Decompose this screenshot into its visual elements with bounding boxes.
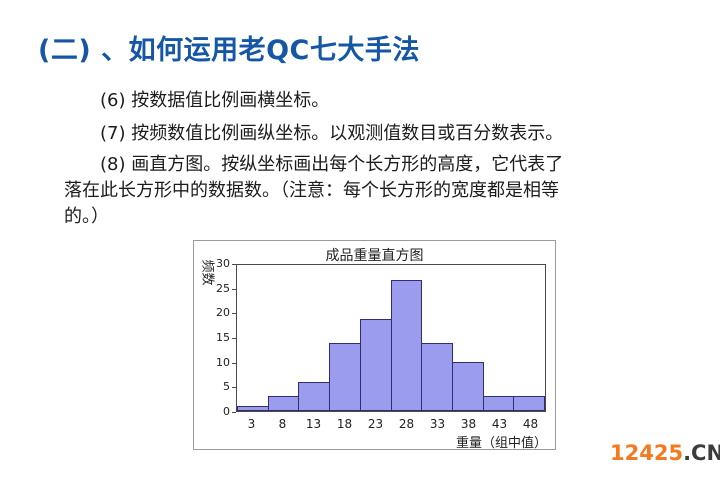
y-tick-label: 25 <box>194 282 236 295</box>
step-text-6: (6) 按数据值比例画横坐标。 <box>100 90 330 111</box>
x-tick-label: 18 <box>336 417 353 431</box>
y-tick-label: 5 <box>194 381 236 393</box>
y-tick-labels: 30 25 20 15 10 5 0 <box>194 258 236 418</box>
histogram-bar <box>298 381 331 411</box>
watermark-number: 12425 <box>610 441 684 465</box>
step-text-7: (7) 按频数值比例画纵坐标。以观测值数目或百分数表示。 <box>100 123 564 144</box>
histogram-bar <box>451 362 484 411</box>
y-tick-label: 10 <box>194 356 236 369</box>
x-tick-label: 13 <box>305 417 322 431</box>
x-tick-label: 8 <box>278 417 287 431</box>
y-tick-label: 0 <box>194 405 236 418</box>
x-tick-label: 23 <box>367 417 384 431</box>
y-tick-label: 15 <box>194 331 236 344</box>
histogram-bar <box>329 342 361 411</box>
x-tick-label: 48 <box>522 417 539 431</box>
x-axis-label: 重量（组中值） <box>455 436 547 451</box>
x-tick-labels: 3 8 13 18 23 28 33 38 43 48 <box>236 417 546 431</box>
x-tick-label: 33 <box>429 417 446 431</box>
histogram-bar <box>359 318 392 411</box>
y-tick-label: 30 <box>194 258 236 270</box>
chart-title: 成品重量直方图 <box>325 248 424 264</box>
x-tick-label: 3 <box>247 417 256 431</box>
histogram-bar <box>237 406 269 411</box>
y-tick-label: 20 <box>194 307 236 319</box>
watermark-domain: .CN <box>683 441 720 465</box>
plot-area <box>236 264 546 412</box>
watermark: 12425.CN <box>610 441 720 465</box>
histogram-bar <box>482 396 515 411</box>
histogram-bar <box>390 279 423 411</box>
histogram-chart: 成品重量直方图 频数 30 25 20 15 10 5 0 3 8 13 18 23 28 33 38 43… <box>193 240 556 451</box>
histogram-bar <box>267 396 300 411</box>
x-tick-label: 43 <box>491 417 508 431</box>
step-text-8: (8) 画直方图。按纵坐标画出每个长方形的高度，它代表了落在此长方形中的数据数。… <box>64 154 564 227</box>
histogram-bar <box>513 396 546 411</box>
x-tick-label: 28 <box>398 417 415 431</box>
histogram-bar <box>421 342 453 411</box>
x-tick-label: 38 <box>460 417 477 431</box>
page-title: (二) 、如何运用老QC七大手法 <box>38 35 420 66</box>
